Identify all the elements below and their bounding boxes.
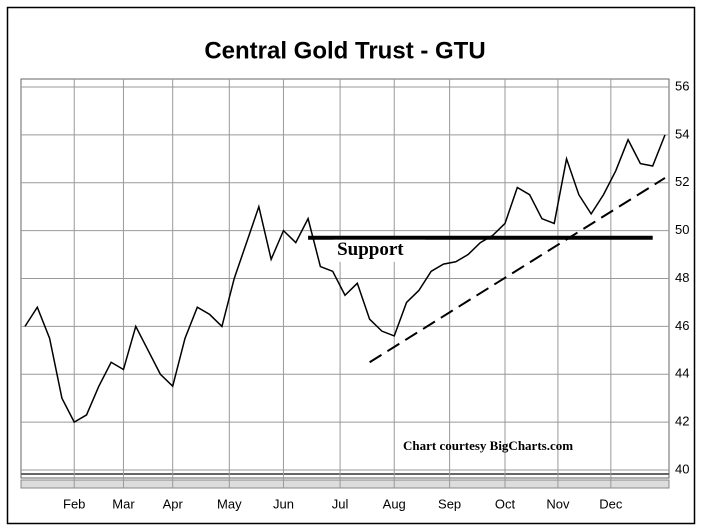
- y-tick-label: 44: [675, 366, 689, 381]
- y-tick-label: 42: [675, 414, 689, 429]
- x-tick-label: Nov: [546, 496, 570, 511]
- x-tick-label: Oct: [495, 496, 516, 511]
- price-line: [24, 134, 666, 424]
- x-tick-label: Dec: [599, 496, 623, 511]
- y-tick-label: 48: [675, 270, 689, 285]
- x-axis-band: [20, 479, 670, 489]
- y-tick-label: 50: [675, 222, 689, 237]
- x-tick-label: Aug: [383, 496, 406, 511]
- x-tick-label: May: [217, 496, 242, 511]
- trend-line: [369, 177, 666, 364]
- x-tick-label: Mar: [112, 496, 135, 511]
- support-label: Support: [337, 239, 404, 260]
- y-tick-label: 54: [675, 126, 689, 141]
- x-tick-label: Sep: [438, 496, 461, 511]
- y-tick-label: 40: [675, 461, 689, 476]
- y-tick-label: 46: [675, 318, 689, 333]
- y-tick-label: 56: [675, 78, 689, 93]
- x-tick-label: Feb: [63, 496, 85, 511]
- y-tick-label: 52: [675, 174, 689, 189]
- x-tick-label: Jun: [273, 496, 294, 511]
- credit: Chart courtesy BigCharts.com: [403, 438, 573, 453]
- chart-title: Central Gold Trust - GTU: [204, 37, 485, 64]
- frame: [6, 6, 696, 525]
- x-tick-label: Jul: [332, 496, 349, 511]
- x-tick-label: Apr: [163, 496, 184, 511]
- support-label-bg: [333, 239, 426, 262]
